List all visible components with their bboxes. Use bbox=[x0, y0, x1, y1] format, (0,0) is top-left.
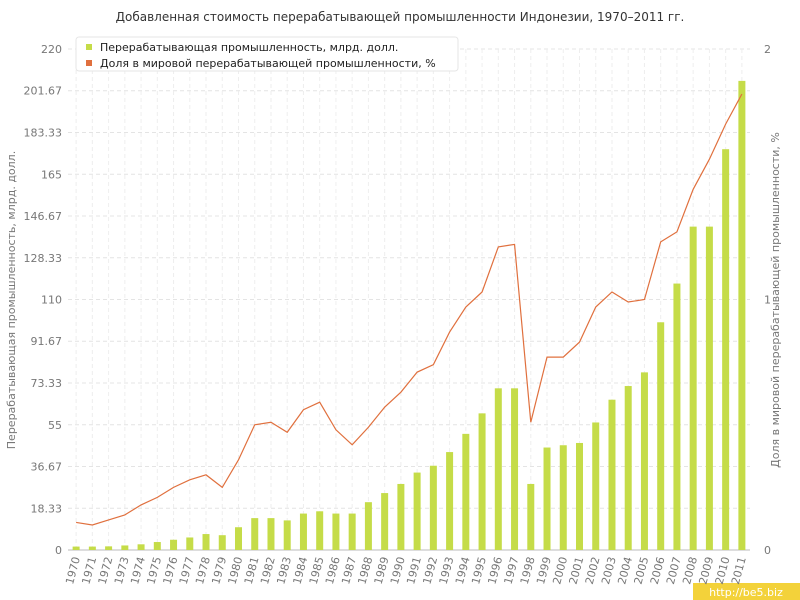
bar bbox=[170, 539, 178, 550]
bar bbox=[88, 546, 96, 550]
bar bbox=[608, 399, 616, 550]
legend-label: Доля в мировой перерабатывающей промышле… bbox=[100, 57, 436, 70]
y-tick-label: 0 bbox=[55, 544, 62, 557]
watermark: http://be5.biz bbox=[709, 586, 783, 599]
y-tick-label: 110 bbox=[41, 294, 62, 307]
bar bbox=[429, 465, 437, 550]
bar bbox=[576, 442, 583, 550]
bar bbox=[543, 447, 551, 550]
watermark-bg bbox=[693, 583, 800, 600]
y-axis-label: Перерабатывающая промышленность, млрд. д… bbox=[5, 151, 18, 449]
y-tick-label: 128.33 bbox=[24, 252, 63, 265]
bar bbox=[446, 452, 454, 550]
y-tick-label: 146.67 bbox=[24, 210, 63, 223]
bar bbox=[186, 537, 194, 550]
y-tick-label: 183.33 bbox=[24, 127, 63, 140]
y2-axis-label: Доля в мировой перерабатывающей промышле… bbox=[769, 132, 782, 468]
legend-swatch bbox=[86, 44, 92, 50]
y-tick-label: 18.33 bbox=[31, 502, 63, 515]
bar bbox=[673, 283, 681, 550]
bar bbox=[348, 513, 356, 550]
y-tick-label: 36.67 bbox=[31, 460, 63, 473]
y-tick-label: 73.33 bbox=[31, 377, 63, 390]
bar bbox=[494, 388, 502, 550]
bar bbox=[251, 518, 259, 550]
y-tick-label: 220 bbox=[41, 43, 62, 56]
bar bbox=[218, 535, 226, 550]
bar bbox=[722, 149, 730, 550]
y-tick-label: 165 bbox=[41, 168, 62, 181]
bar bbox=[624, 386, 632, 550]
bar bbox=[640, 372, 648, 550]
bar bbox=[657, 322, 665, 550]
y2-tick-label: 1 bbox=[764, 294, 771, 307]
bar bbox=[462, 433, 470, 550]
bar bbox=[316, 511, 324, 550]
bar bbox=[105, 546, 113, 550]
bar bbox=[413, 472, 421, 550]
y2-tick-label: 2 bbox=[764, 43, 771, 56]
bar bbox=[299, 513, 307, 550]
bar bbox=[267, 518, 275, 550]
bar bbox=[283, 520, 291, 550]
bar bbox=[397, 483, 405, 550]
line bbox=[76, 93, 743, 526]
bar bbox=[738, 80, 746, 550]
bar bbox=[559, 445, 567, 550]
bar bbox=[235, 527, 242, 550]
bar bbox=[364, 502, 372, 550]
bar bbox=[202, 534, 210, 550]
legend-label: Перерабатывающая промышленность, млрд. д… bbox=[100, 41, 398, 54]
bar bbox=[72, 546, 80, 550]
bar bbox=[381, 493, 389, 550]
legend-swatch bbox=[86, 60, 92, 66]
chart-title: Добавленная стоимость перерабатывающей п… bbox=[116, 10, 685, 24]
bar bbox=[121, 545, 129, 550]
bar bbox=[511, 388, 519, 550]
bar bbox=[689, 226, 697, 551]
bar bbox=[527, 483, 535, 550]
bar bbox=[478, 413, 486, 550]
y-tick-label: 91.67 bbox=[31, 335, 63, 348]
y-tick-label: 55 bbox=[48, 419, 62, 432]
bar bbox=[592, 422, 600, 550]
bar bbox=[153, 542, 161, 550]
bar bbox=[705, 226, 713, 551]
bar bbox=[137, 544, 145, 550]
y2-tick-label: 0 bbox=[764, 544, 771, 557]
bar bbox=[332, 513, 340, 550]
legend-box bbox=[75, 36, 459, 72]
y-tick-label: 201.67 bbox=[24, 85, 63, 98]
